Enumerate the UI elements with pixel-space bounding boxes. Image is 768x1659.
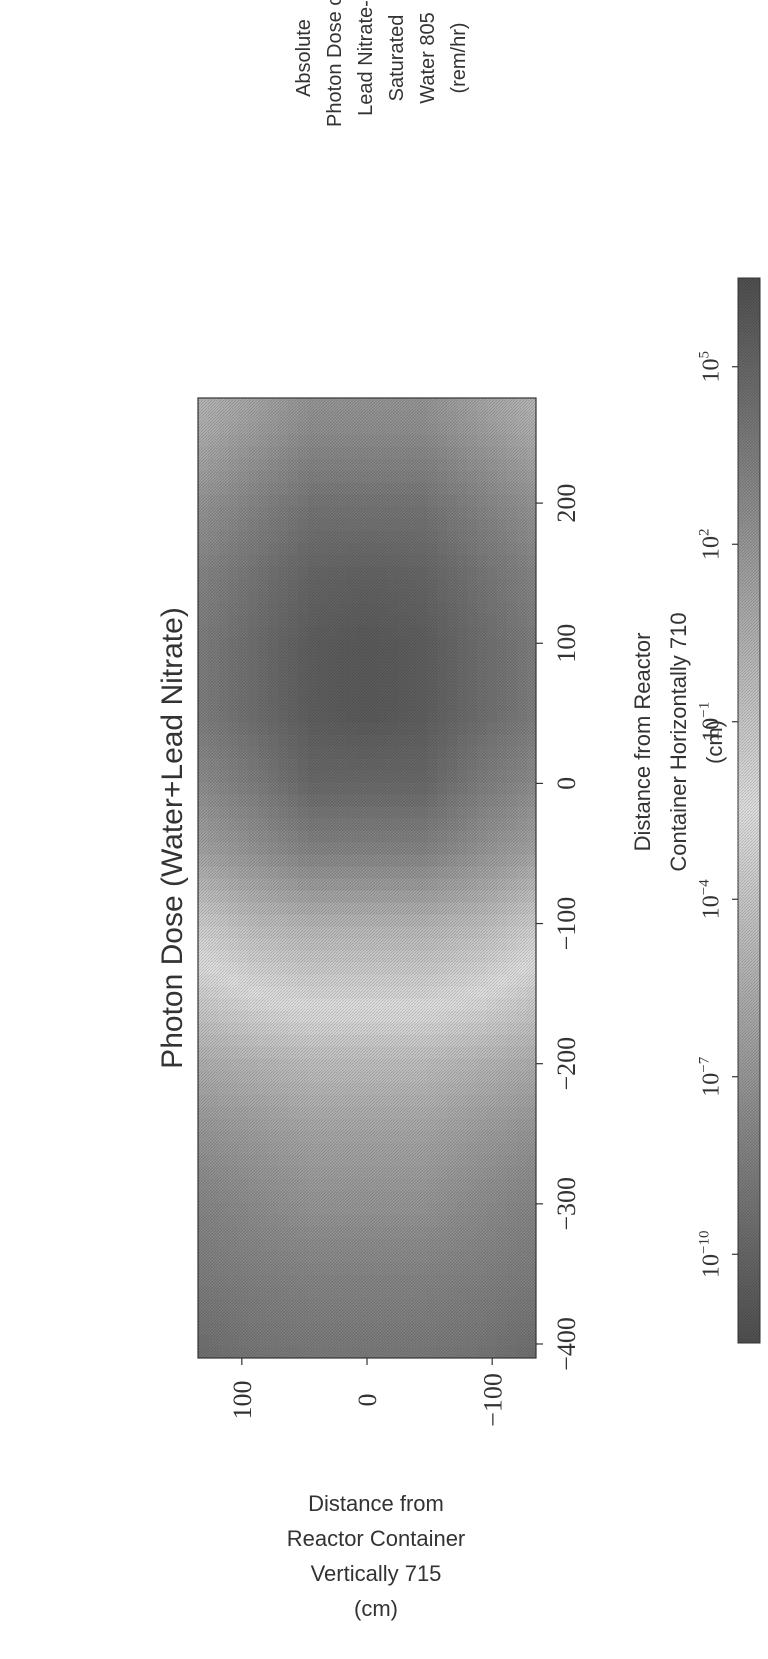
colorbar-label-line: Photon Dose of [324, 0, 346, 127]
colorbar-ticks: 105 102 10−1 10−4 10−7 10−10 [696, 351, 738, 1278]
y-axis: 100 0 −100 [228, 1358, 507, 1427]
y-tick-label: 100 [228, 1381, 257, 1420]
y-axis-label-line: Vertically 715 [311, 1561, 442, 1586]
y-axis-label-line: Reactor Container [287, 1526, 466, 1551]
x-tick-label: −300 [552, 1177, 581, 1231]
colorbar-label: Absolute Photon Dose of Lead Nitrate- Satur… [293, 0, 470, 127]
colorbar-tick-label: 10−1 [696, 702, 724, 742]
chart-title: Photon Dose (Water+Lead Nitrate) [156, 607, 189, 1069]
colorbar-label-line: Absolute [293, 19, 315, 97]
y-axis-label: Distance from Reactor Container Vertically… [287, 1491, 466, 1621]
y-axis-label-line: (cm) [354, 1596, 398, 1621]
x-tick-label: 100 [552, 624, 581, 663]
x-axis-label-line: Container Horizontally 710 [666, 612, 691, 871]
heatmap-texture [198, 398, 536, 1358]
x-tick-label: −200 [552, 1037, 581, 1091]
x-tick-label: 0 [552, 777, 581, 790]
colorbar-tick-label: 10−4 [696, 879, 724, 919]
x-axis-label-line: Distance from Reactor [630, 633, 655, 852]
y-axis-label-line: Distance from [308, 1491, 444, 1516]
colorbar-tick-label: 10−7 [696, 1056, 724, 1096]
y-tick-label: 0 [353, 1394, 382, 1407]
colorbar-label-line: Lead Nitrate- [355, 0, 377, 116]
colorbar-label-line: (rem/hr) [448, 22, 470, 93]
colorbar-tick-label: 102 [696, 529, 724, 561]
x-axis-label: Distance from Reactor Container Horizonta… [630, 612, 727, 871]
colorbar-tick-label: 105 [696, 351, 724, 383]
colorbar-label-line: Saturated [386, 15, 408, 102]
colorbar-frame [737, 277, 761, 1344]
colorbar-texture [738, 278, 760, 1343]
x-tick-label: −100 [552, 897, 581, 951]
colorbar-tick-label: 10−10 [696, 1231, 724, 1278]
x-tick-label: −400 [552, 1317, 581, 1371]
x-axis: −400 −300 −200 −100 0 100 200 [536, 484, 581, 1371]
x-tick-label: 200 [552, 484, 581, 523]
colorbar-label-line: Water 805 [417, 12, 439, 104]
x-axis-label-line: (cm) [702, 720, 727, 764]
y-tick-label: −100 [478, 1373, 507, 1427]
